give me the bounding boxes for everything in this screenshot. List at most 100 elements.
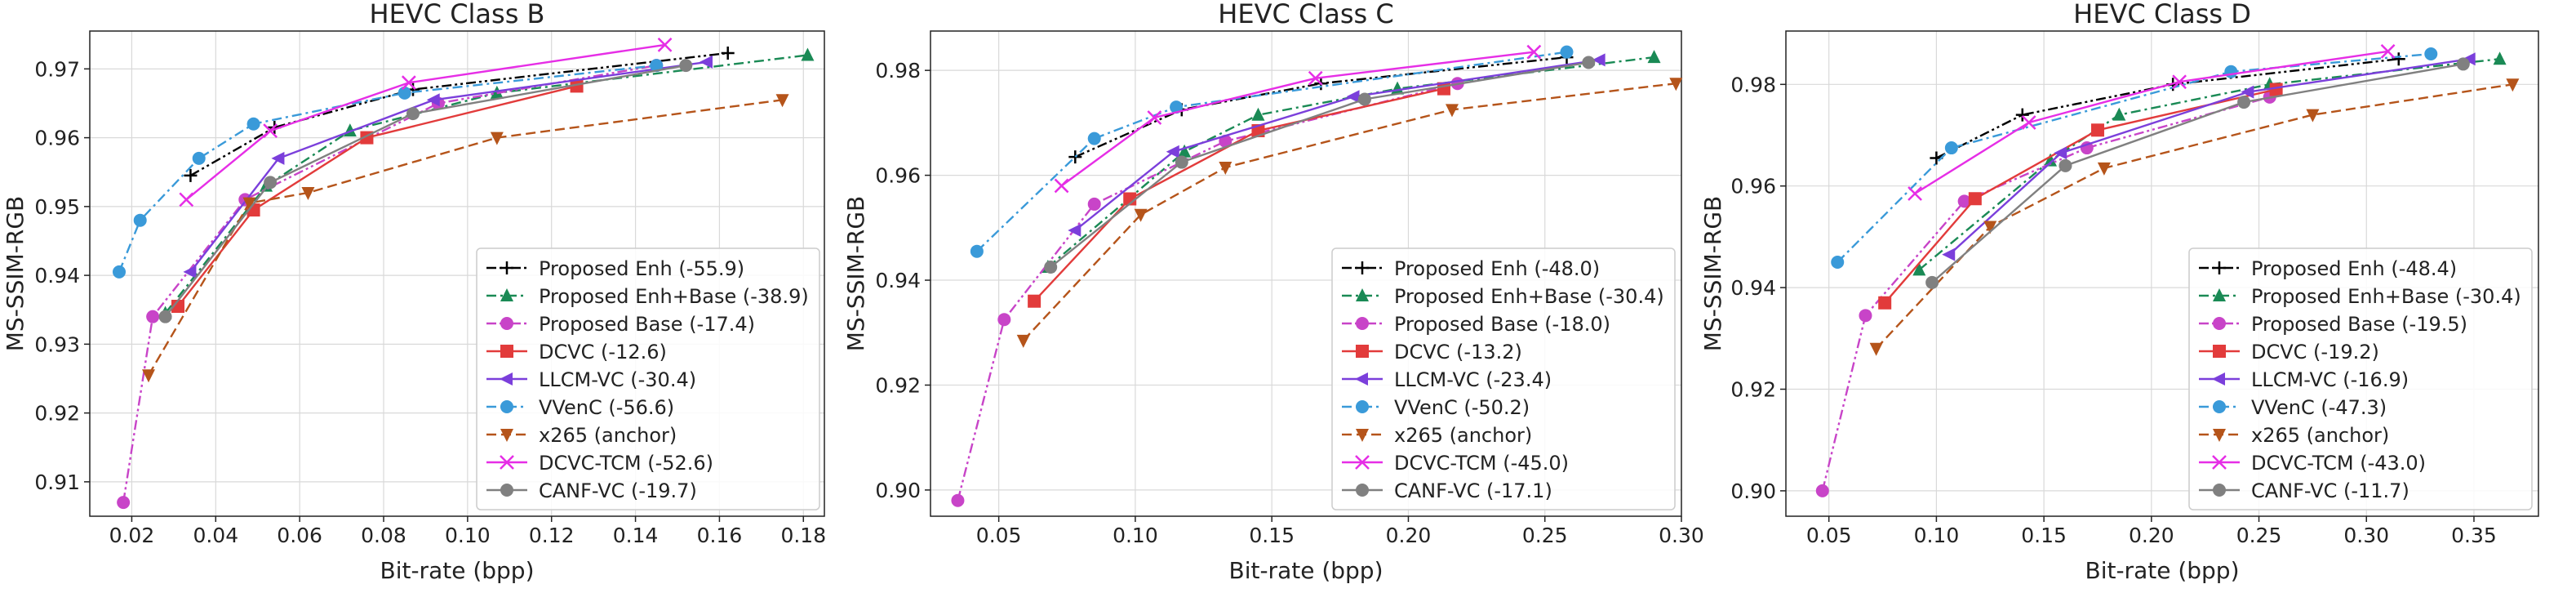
legend-label-vvenc: VVenC (-47.3) — [2251, 396, 2387, 419]
data-point-x265 — [2306, 109, 2320, 123]
y-tick-label: 0.98 — [1730, 73, 1776, 96]
x-tick-label: 0.06 — [277, 524, 322, 547]
y-tick-label: 0.90 — [875, 479, 921, 502]
data-point-proposed-base — [997, 313, 1011, 327]
legend-label-canf-vc: CANF-VC (-11.7) — [2251, 479, 2409, 502]
legend-label-llcm-vc: LLCM-VC (-30.4) — [539, 368, 696, 391]
legend-marker-vvenc — [500, 400, 513, 413]
legend-marker-proposed-enh — [500, 261, 513, 274]
legend-label-canf-vc: CANF-VC (-17.1) — [1394, 479, 1552, 502]
legend-marker-proposed-enh-base — [1356, 288, 1369, 301]
data-point-x265 — [1134, 208, 1148, 222]
x-axis-label: Bit-rate (bpp) — [1228, 557, 1383, 584]
legend-label-dcvc: DCVC (-12.6) — [539, 341, 667, 363]
data-point-llcm-vc — [1592, 53, 1606, 67]
legend-label-vvenc: VVenC (-50.2) — [1394, 396, 1530, 419]
x-tick-label: 0.04 — [193, 524, 238, 547]
data-point-proposed-enh — [721, 46, 735, 60]
x-tick-label: 0.20 — [2129, 524, 2174, 547]
data-point-dcvc — [171, 300, 184, 314]
x-tick-label: 0.20 — [1386, 524, 1432, 547]
data-point-vvenc — [1087, 132, 1101, 145]
data-point-dcvc-tcm — [263, 123, 278, 139]
data-point-x265 — [1219, 161, 1232, 175]
data-point-canf-vc — [1925, 275, 1939, 289]
y-tick-label: 0.97 — [34, 57, 80, 81]
data-point-vvenc — [1170, 100, 1184, 114]
plot-frame — [89, 30, 825, 517]
x-tick-label: 0.02 — [109, 524, 155, 547]
data-point-llcm-vc — [183, 265, 197, 279]
data-point-dcvc-tcm — [657, 37, 673, 52]
legend-marker-vvenc — [1356, 400, 1369, 413]
x-tick-label: 0.25 — [2236, 524, 2282, 547]
series-line-canf-vc — [1050, 61, 1589, 268]
y-tick-label: 0.94 — [34, 264, 80, 288]
plot-frame — [1785, 30, 2539, 517]
data-point-dcvc-tcm — [179, 192, 194, 207]
data-point-canf-vc — [2059, 158, 2072, 172]
data-point-dcvc — [2269, 82, 2283, 96]
series-line-dcvc-tcm — [185, 43, 665, 201]
x-tick-label: 0.05 — [976, 524, 1022, 547]
data-point-llcm-vc — [1166, 145, 1179, 158]
series-line-llcm-vc — [1948, 58, 2470, 256]
data-point-x265 — [490, 132, 504, 145]
y-tick-label: 0.92 — [1730, 378, 1776, 402]
y-tick-label: 0.94 — [1730, 276, 1776, 300]
series-line-proposed-enh-base — [1047, 56, 1654, 268]
series-line-vvenc — [1837, 52, 2432, 263]
data-point-vvenc — [970, 244, 984, 258]
data-point-dcvc-tcm — [2172, 74, 2187, 90]
data-point-proposed-base — [146, 310, 160, 323]
legend-label-proposed-enh: Proposed Enh (-48.4) — [2251, 257, 2457, 280]
data-point-vvenc — [2424, 47, 2438, 60]
data-point-vvenc — [1831, 256, 1845, 270]
x-tick-label: 0.30 — [2343, 524, 2389, 547]
data-point-proposed-enh-base — [2112, 107, 2126, 121]
plot-frame — [930, 30, 1682, 517]
data-point-llcm-vc — [2054, 146, 2067, 160]
y-tick-label: 0.98 — [875, 59, 921, 82]
legend-label-dcvc: DCVC (-13.2) — [1394, 341, 1522, 363]
legend-marker-canf-vc — [2213, 484, 2226, 497]
series-line-dcvc-tcm — [1060, 51, 1534, 187]
y-axis-label: MS-SSIM-RGB — [2, 196, 29, 351]
data-point-dcvc — [1968, 192, 1982, 206]
data-point-llcm-vc — [426, 93, 440, 107]
data-point-proposed-enh — [2015, 108, 2029, 122]
legend-marker-x265 — [500, 429, 513, 442]
legend-label-proposed-enh: Proposed Enh (-48.0) — [1394, 257, 1600, 280]
data-point-proposed-enh-base — [1912, 262, 1926, 276]
data-point-proposed-enh-base — [1647, 50, 1661, 64]
y-axis-label: MS-SSIM-RGB — [842, 196, 869, 351]
data-point-vvenc — [1560, 45, 1574, 59]
legend-label-proposed-enh-base: Proposed Enh+Base (-30.4) — [2251, 285, 2521, 308]
data-point-canf-vc — [406, 107, 420, 121]
legend-marker-dcvc — [2213, 345, 2226, 358]
data-point-canf-vc — [264, 176, 278, 189]
legend-marker-dcvc — [500, 345, 513, 358]
data-point-proposed-enh-base — [2044, 153, 2058, 167]
data-point-dcvc — [570, 79, 584, 93]
series-line-llcm-vc — [1074, 59, 1600, 231]
y-tick-label: 0.92 — [34, 402, 80, 426]
data-point-proposed-base — [1957, 194, 1971, 208]
legend-marker-llcm-vc — [1355, 372, 1368, 386]
data-point-dcvc — [1028, 294, 1042, 308]
x-tick-label: 0.16 — [697, 524, 743, 547]
legend-label-dcvc-tcm: DCVC-TCM (-43.0) — [2251, 452, 2426, 475]
data-point-vvenc — [246, 117, 260, 131]
x-tick-label: 0.10 — [1113, 524, 1158, 547]
data-point-proposed-enh-base — [1251, 107, 1265, 121]
legend-marker-x265 — [2213, 429, 2226, 442]
legend-marker-canf-vc — [500, 484, 513, 497]
series-line-vvenc — [976, 51, 1567, 252]
legend-label-x265: x265 (anchor) — [1394, 424, 1532, 447]
series-line-canf-vc — [164, 64, 686, 318]
series-line-proposed-base — [122, 64, 657, 503]
legend-marker-dcvc-tcm — [1355, 455, 1370, 470]
legend-box — [476, 247, 820, 511]
x-axis-label: Bit-rate (bpp) — [2085, 557, 2239, 584]
